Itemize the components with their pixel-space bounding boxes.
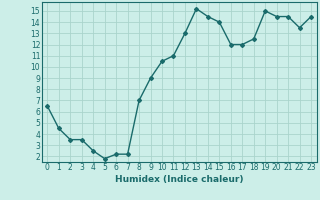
- X-axis label: Humidex (Indice chaleur): Humidex (Indice chaleur): [115, 175, 244, 184]
